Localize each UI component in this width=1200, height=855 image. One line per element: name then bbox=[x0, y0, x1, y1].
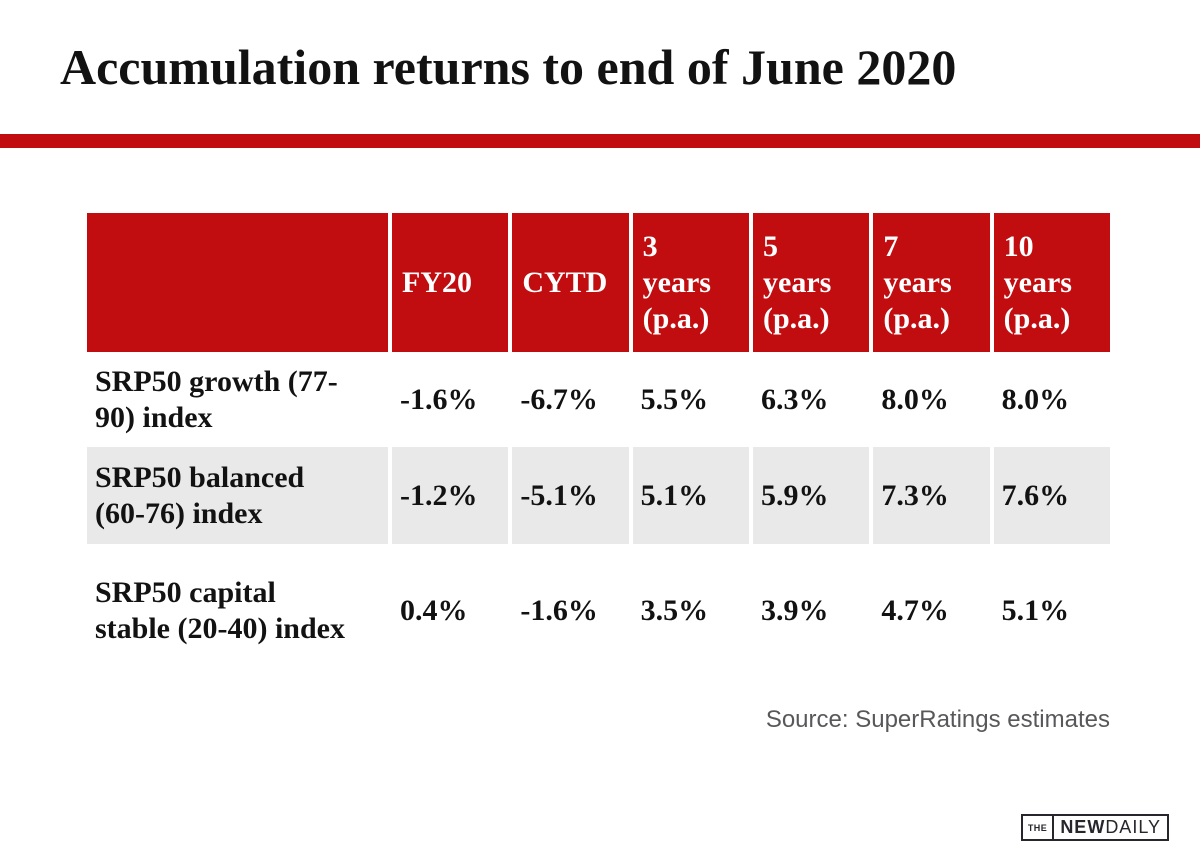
table-row: SRP50 growth (77-90) index -1.6% -6.7% 5… bbox=[87, 352, 1110, 447]
row-label-balanced: SRP50 balanced (60-76) index bbox=[87, 447, 388, 544]
value-growth-3y: 5.5% bbox=[640, 382, 709, 416]
value-capstable-fy20: 0.4% bbox=[400, 593, 468, 627]
logo-new-label: NEW bbox=[1060, 817, 1106, 837]
header-cell-7years: 7 years (p.a.) bbox=[873, 213, 990, 352]
newdaily-logo: THE NEW DAILY bbox=[1020, 814, 1169, 841]
value-balanced-7y: 7.3% bbox=[873, 447, 990, 544]
header-cell-fy20: FY20 bbox=[392, 213, 509, 352]
table-header-row: FY20 CYTD 3 years (p.a.) 5 years (p.a.) … bbox=[87, 213, 1110, 352]
page-title: Accumulation returns to end of June 2020 bbox=[60, 39, 957, 95]
value-capstable-3y: 3.5% bbox=[640, 593, 709, 627]
title-divider-rule bbox=[0, 134, 1200, 148]
header-cell-cytd: CYTD bbox=[512, 213, 629, 352]
logo-wordmark: NEW DAILY bbox=[1054, 816, 1167, 839]
value-balanced-10y: 7.6% bbox=[993, 447, 1110, 544]
value-capstable-10y: 5.1% bbox=[1001, 593, 1070, 627]
value-balanced-fy20: -1.2% bbox=[392, 447, 509, 544]
header-cell-empty bbox=[87, 213, 388, 352]
logo-the-label: THE bbox=[1023, 816, 1055, 839]
value-balanced-5y: 5.9% bbox=[753, 447, 870, 544]
value-balanced-3y: 5.1% bbox=[632, 447, 749, 544]
value-capstable-7y: 4.7% bbox=[881, 593, 949, 627]
logo-daily-label: DAILY bbox=[1105, 817, 1161, 837]
header-cell-3years: 3 years (p.a.) bbox=[632, 213, 749, 352]
row-label-capital-stable: SRP50 capital stable (20-40) index bbox=[95, 575, 345, 645]
table-row: SRP50 balanced (60-76) index -1.2% -5.1%… bbox=[87, 447, 1110, 544]
source-note: Source: SuperRatings estimates bbox=[765, 706, 1110, 733]
row-label-growth: SRP50 growth (77-90) index bbox=[95, 364, 338, 434]
value-growth-5y: 6.3% bbox=[761, 382, 829, 416]
value-growth-cytd: -6.7% bbox=[520, 382, 598, 416]
value-balanced-cytd: -5.1% bbox=[512, 447, 629, 544]
value-capstable-5y: 3.9% bbox=[761, 593, 829, 627]
header-cell-10years: 10 years (p.a.) bbox=[993, 213, 1110, 352]
value-growth-fy20: -1.6% bbox=[400, 382, 478, 416]
value-growth-10y: 8.0% bbox=[1001, 382, 1070, 416]
header-cell-5years: 5 years (p.a.) bbox=[753, 213, 870, 352]
returns-table: FY20 CYTD 3 years (p.a.) 5 years (p.a.) … bbox=[87, 213, 1110, 677]
value-capstable-cytd: -1.6% bbox=[520, 593, 598, 627]
table-row: SRP50 capital stable (20-40) index 0.4% … bbox=[87, 544, 1110, 677]
value-growth-7y: 8.0% bbox=[881, 382, 949, 416]
